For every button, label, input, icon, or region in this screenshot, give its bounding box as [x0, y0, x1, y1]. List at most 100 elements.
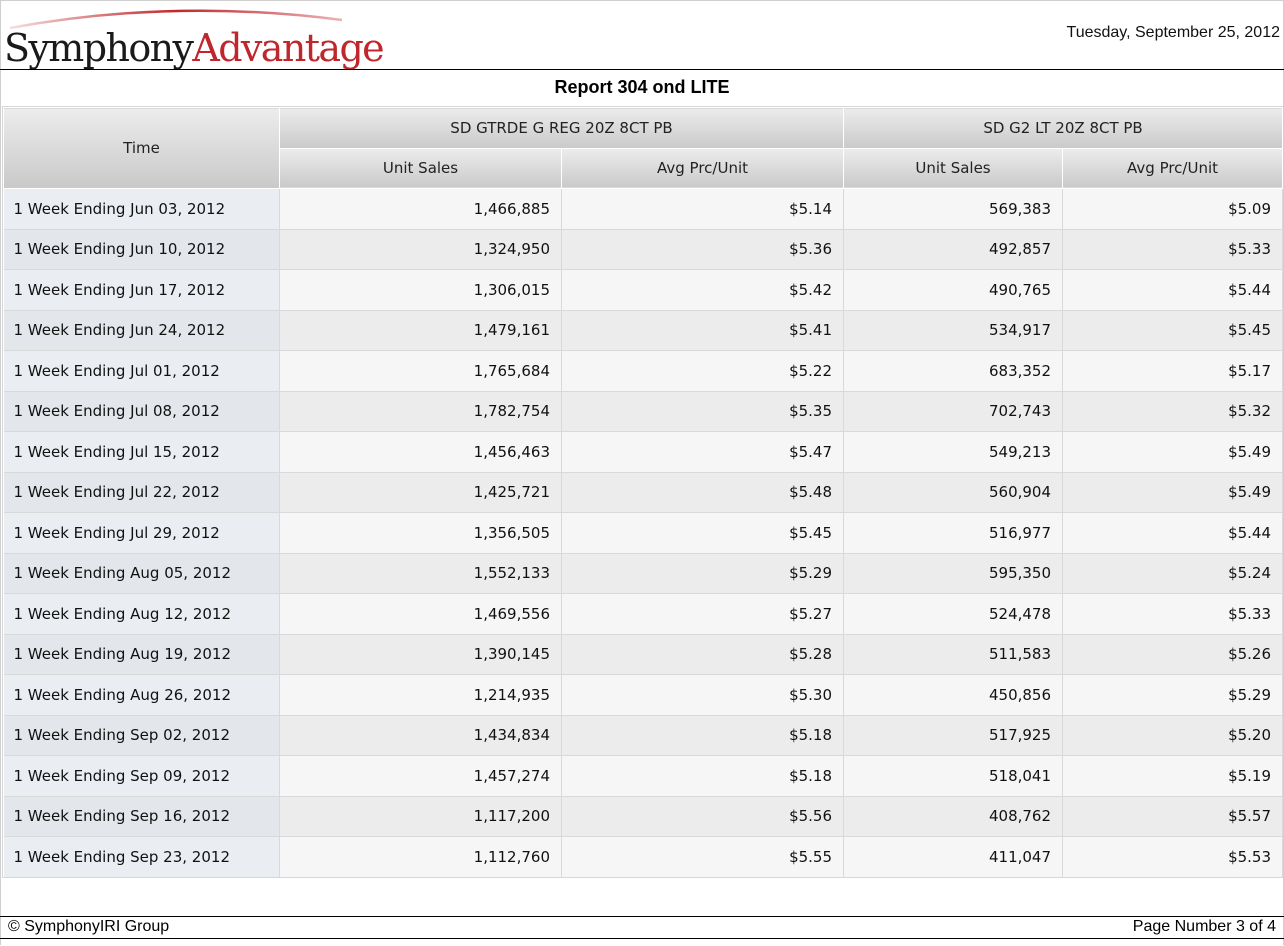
avg-price-cell: $5.32 [1062, 390, 1284, 432]
unit-sales-cell: 511,583 [843, 633, 1064, 675]
avg-price-cell: $5.33 [1062, 593, 1284, 634]
time-cell: 1 Week Ending Jun 03, 2012 [3, 188, 280, 229]
footer-bottom-rule [0, 938, 1284, 939]
unit-sales-cell: 1,117,200 [279, 795, 562, 837]
product-header-2: SD G2 LT 20Z 8CT PB [843, 107, 1284, 149]
unit-sales-cell: 1,112,760 [279, 836, 562, 877]
table-row: 1 Week Ending Sep 16, 2012 1,117,200 $5.… [3, 795, 1284, 837]
time-cell: 1 Week Ending Jun 17, 2012 [3, 269, 280, 310]
unit-sales-cell: 560,904 [843, 471, 1064, 513]
table-row: 1 Week Ending Jun 24, 2012 1,479,161 $5.… [3, 309, 1284, 351]
footer-copyright: © SymphonyIRI Group [8, 918, 170, 935]
unit-sales-cell: 492,857 [843, 228, 1064, 270]
time-cell: 1 Week Ending Jul 15, 2012 [3, 431, 280, 472]
time-cell: 1 Week Ending Jul 22, 2012 [3, 471, 280, 513]
unit-sales-header-1: Unit Sales [279, 147, 562, 189]
footer-page-number: Page Number 3 of 4 [1132, 918, 1276, 935]
avg-price-cell: $5.55 [561, 836, 845, 877]
table-header-row-measures: Unit Sales Avg Prc/Unit Unit Sales Avg P… [4, 147, 1284, 189]
table-row: 1 Week Ending Aug 26, 2012 1,214,935 $5.… [3, 674, 1284, 715]
avg-price-cell: $5.09 [1062, 188, 1284, 229]
sales-table: Time SD GTRDE G REG 20Z 8CT PB SD G2 LT … [3, 107, 1284, 877]
table-row: 1 Week Ending Jul 01, 2012 1,765,684 $5.… [3, 350, 1284, 391]
table-row: 1 Week Ending Jun 10, 2012 1,324,950 $5.… [3, 228, 1284, 270]
unit-sales-cell: 534,917 [843, 309, 1064, 351]
avg-price-cell: $5.45 [561, 512, 845, 553]
unit-sales-cell: 518,041 [843, 755, 1064, 796]
table-body: 1 Week Ending Jun 03, 2012 1,466,885 $5.… [3, 188, 1284, 877]
time-cell: 1 Week Ending Sep 16, 2012 [3, 795, 280, 837]
report-header: SymphonyAdvantage Tuesday, September 25,… [0, 0, 1284, 70]
unit-sales-cell: 683,352 [843, 350, 1064, 391]
time-cell: 1 Week Ending Aug 12, 2012 [3, 593, 280, 634]
avg-price-cell: $5.29 [561, 552, 845, 594]
table-row: 1 Week Ending Aug 05, 2012 1,552,133 $5.… [3, 552, 1284, 594]
time-cell: 1 Week Ending Jun 10, 2012 [3, 228, 280, 270]
unit-sales-cell: 1,324,950 [279, 228, 562, 270]
unit-sales-cell: 702,743 [843, 390, 1064, 432]
avg-price-header-1: Avg Prc/Unit [560, 147, 845, 189]
time-column-header: Time [3, 107, 280, 189]
logo-advantage: Advantage [192, 26, 384, 70]
unit-sales-cell: 516,977 [843, 512, 1064, 553]
avg-price-cell: $5.45 [1062, 309, 1284, 351]
time-cell: 1 Week Ending Jul 01, 2012 [3, 350, 280, 391]
avg-price-header-2: Avg Prc/Unit [1062, 147, 1284, 189]
avg-price-cell: $5.49 [1062, 471, 1284, 513]
product-header-1: SD GTRDE G REG 20Z 8CT PB [278, 107, 845, 149]
time-cell: 1 Week Ending Sep 23, 2012 [3, 836, 280, 877]
unit-sales-header-2: Unit Sales [843, 147, 1064, 189]
avg-price-cell: $5.42 [561, 269, 845, 310]
report-date: Tuesday, September 25, 2012 [1066, 24, 1280, 41]
report-title: Report 304 ond LITE [554, 77, 730, 97]
avg-price-cell: $5.26 [1062, 633, 1284, 675]
avg-price-cell: $5.30 [561, 674, 845, 715]
logo-symphony: Symphony [4, 26, 194, 70]
avg-price-cell: $5.29 [1062, 674, 1284, 715]
avg-price-cell: $5.35 [561, 390, 845, 432]
table-header-row-products: Time SD GTRDE G REG 20Z 8CT PB SD G2 LT … [3, 107, 1284, 189]
time-cell: 1 Week Ending Aug 19, 2012 [3, 633, 280, 675]
avg-price-cell: $5.49 [1062, 431, 1284, 472]
unit-sales-cell: 1,457,274 [279, 755, 562, 796]
avg-price-cell: $5.56 [561, 795, 845, 837]
avg-price-cell: $5.20 [1062, 714, 1284, 756]
time-cell: 1 Week Ending Jul 08, 2012 [3, 390, 280, 432]
avg-price-cell: $5.36 [561, 228, 845, 270]
unit-sales-cell: 524,478 [843, 593, 1064, 634]
unit-sales-cell: 490,765 [843, 269, 1064, 310]
avg-price-cell: $5.27 [561, 593, 845, 634]
unit-sales-cell: 1,765,684 [279, 350, 562, 391]
unit-sales-cell: 411,047 [843, 836, 1064, 877]
unit-sales-cell: 1,425,721 [279, 471, 562, 513]
footer-divider [0, 916, 1284, 917]
table-row: 1 Week Ending Sep 02, 2012 1,434,834 $5.… [3, 714, 1284, 756]
avg-price-cell: $5.17 [1062, 350, 1284, 391]
symphony-advantage-logo: SymphonyAdvantage [4, 4, 385, 70]
unit-sales-cell: 569,383 [843, 188, 1064, 229]
avg-price-cell: $5.48 [561, 471, 845, 513]
unit-sales-cell: 450,856 [843, 674, 1064, 715]
unit-sales-cell: 1,552,133 [279, 552, 562, 594]
time-cell: 1 Week Ending Jul 29, 2012 [3, 512, 280, 553]
unit-sales-cell: 1,469,556 [279, 593, 562, 634]
table-row: 1 Week Ending Sep 09, 2012 1,457,274 $5.… [3, 755, 1284, 796]
logo-text: SymphonyAdvantage [4, 26, 385, 70]
time-cell: 1 Week Ending Aug 26, 2012 [3, 674, 280, 715]
avg-price-cell: $5.53 [1062, 836, 1284, 877]
time-cell: 1 Week Ending Aug 05, 2012 [3, 552, 280, 594]
avg-price-cell: $5.44 [1062, 269, 1284, 310]
unit-sales-cell: 408,762 [843, 795, 1064, 837]
unit-sales-cell: 595,350 [843, 552, 1064, 594]
avg-price-cell: $5.41 [561, 309, 845, 351]
table-row: 1 Week Ending Jun 03, 2012 1,466,885 $5.… [3, 188, 1284, 229]
avg-price-cell: $5.14 [561, 188, 845, 229]
avg-price-cell: $5.33 [1062, 228, 1284, 270]
unit-sales-cell: 1,356,505 [279, 512, 562, 553]
avg-price-cell: $5.18 [561, 755, 845, 796]
table-row: 1 Week Ending Jul 22, 2012 1,425,721 $5.… [3, 471, 1284, 513]
avg-price-cell: $5.47 [561, 431, 845, 472]
table-row: 1 Week Ending Aug 19, 2012 1,390,145 $5.… [3, 633, 1284, 675]
table-row: 1 Week Ending Jul 08, 2012 1,782,754 $5.… [3, 390, 1284, 432]
avg-price-cell: $5.18 [561, 714, 845, 756]
